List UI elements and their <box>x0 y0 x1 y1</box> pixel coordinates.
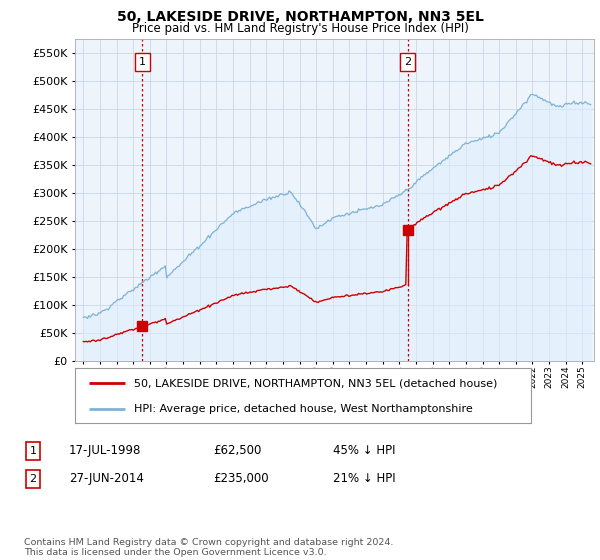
Text: 45% ↓ HPI: 45% ↓ HPI <box>333 444 395 458</box>
Text: 21% ↓ HPI: 21% ↓ HPI <box>333 472 395 486</box>
Text: 2: 2 <box>404 57 411 67</box>
Text: 2: 2 <box>29 474 37 484</box>
Text: 50, LAKESIDE DRIVE, NORTHAMPTON, NN3 5EL: 50, LAKESIDE DRIVE, NORTHAMPTON, NN3 5EL <box>116 10 484 24</box>
Text: 17-JUL-1998: 17-JUL-1998 <box>69 444 142 458</box>
Text: 1: 1 <box>29 446 37 456</box>
Text: Contains HM Land Registry data © Crown copyright and database right 2024.
This d: Contains HM Land Registry data © Crown c… <box>24 538 394 557</box>
Text: 27-JUN-2014: 27-JUN-2014 <box>69 472 144 486</box>
Text: £235,000: £235,000 <box>213 472 269 486</box>
Text: £62,500: £62,500 <box>213 444 262 458</box>
Text: HPI: Average price, detached house, West Northamptonshire: HPI: Average price, detached house, West… <box>134 404 473 414</box>
Text: 50, LAKESIDE DRIVE, NORTHAMPTON, NN3 5EL (detached house): 50, LAKESIDE DRIVE, NORTHAMPTON, NN3 5EL… <box>134 379 497 388</box>
Text: 1: 1 <box>139 57 146 67</box>
Text: Price paid vs. HM Land Registry's House Price Index (HPI): Price paid vs. HM Land Registry's House … <box>131 22 469 35</box>
